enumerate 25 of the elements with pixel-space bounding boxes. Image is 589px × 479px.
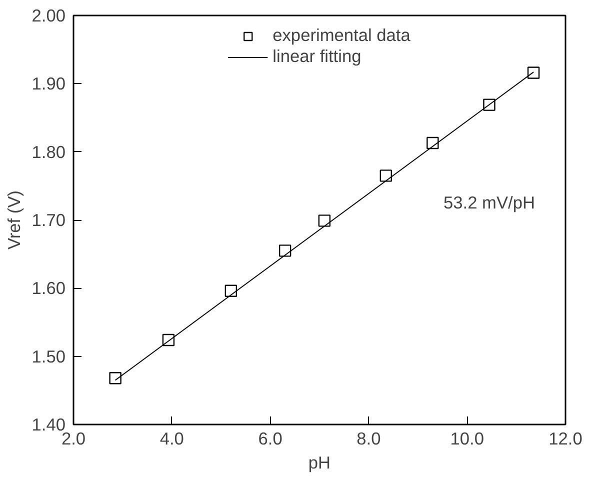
y-axis-title: Vref (V): [4, 190, 24, 250]
x-tick-label: 10.0: [450, 428, 484, 448]
point: [318, 214, 331, 227]
y-tick-label: 1.50: [32, 346, 66, 366]
point: [527, 66, 540, 79]
x-tick-label: 12.0: [548, 428, 582, 448]
y-tick-label: 1.80: [32, 142, 66, 162]
x-tick-label: 6.0: [258, 428, 282, 448]
point: [109, 372, 122, 384]
x-axis-title: pH: [308, 452, 331, 472]
x-tick-label: 8.0: [356, 428, 381, 448]
y-tick-label: 1.90: [32, 74, 66, 94]
point: [380, 170, 392, 182]
point: [278, 244, 292, 257]
legend-label: experimental data: [272, 25, 410, 46]
point: [224, 284, 238, 297]
y-tick-label: 1.70: [32, 210, 66, 230]
y-tick-label: 1.60: [32, 278, 66, 298]
point: [483, 98, 496, 111]
point: [426, 136, 439, 150]
annotation: 53.2 mV/pH: [444, 192, 535, 212]
point: [162, 334, 175, 346]
legend-label: linear fitting: [272, 46, 362, 67]
x-tick-label: 4.0: [160, 428, 184, 448]
y-tick-label: 2.00: [32, 6, 66, 26]
